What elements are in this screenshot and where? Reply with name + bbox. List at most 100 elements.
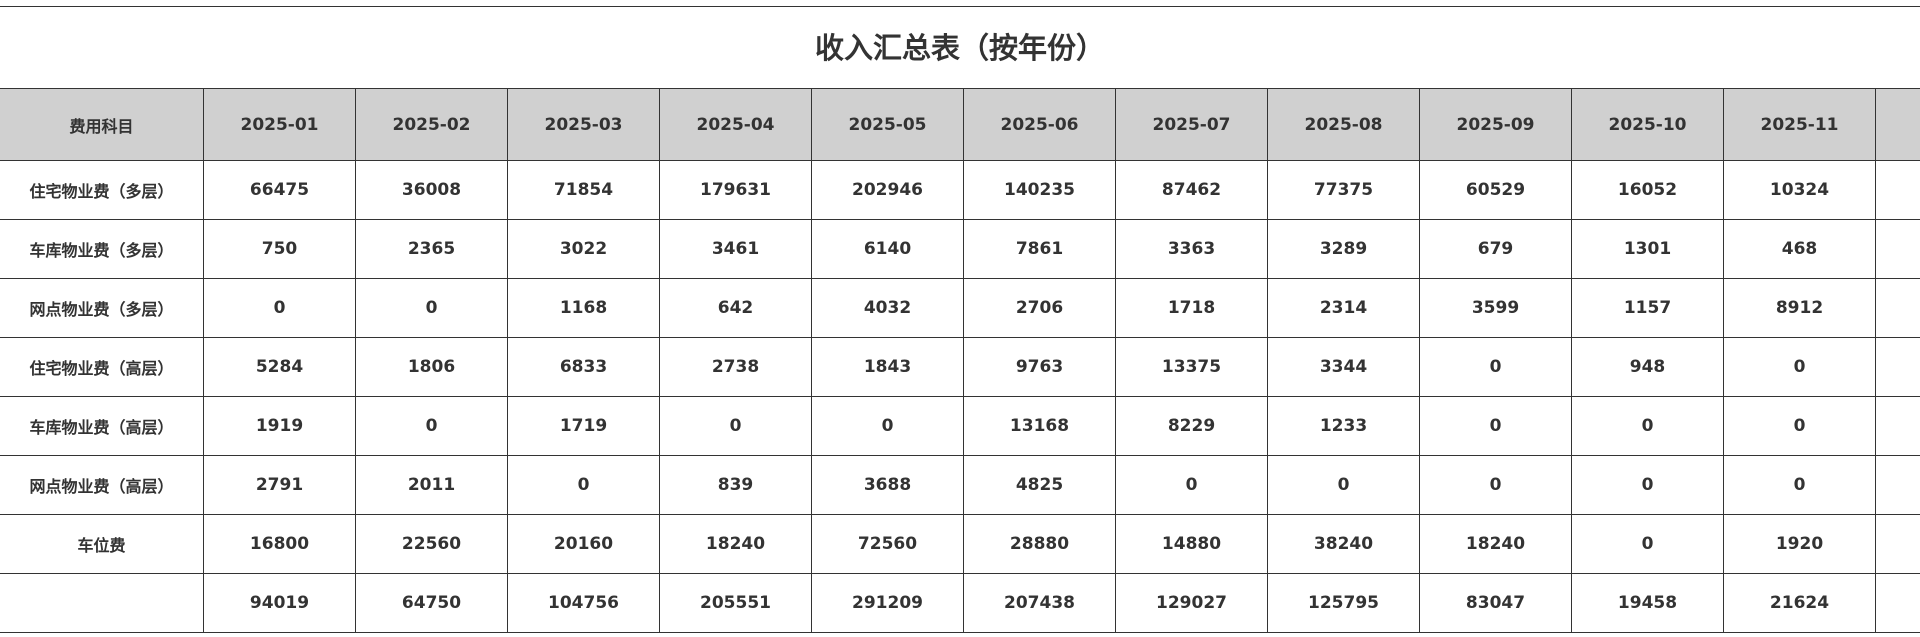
value-cell: 71854 xyxy=(507,160,660,220)
value-cell: 1168 xyxy=(507,278,660,338)
value-cell: 3289 xyxy=(1267,219,1420,279)
total-cell: 291209 xyxy=(811,573,964,633)
value-cell: 0 xyxy=(1723,396,1876,456)
table-row: 车库物业费（多层） 750 2365 3022 3461 6140 7861 3363 3289… xyxy=(0,219,1920,279)
table-row: 住宅物业费（多层） 66475 36008 71854 179631 202946 1402… xyxy=(0,160,1920,220)
header-cell: 2025-07 xyxy=(1115,88,1268,161)
header-cell: 2025-05 xyxy=(811,88,964,161)
value-cell: 3688 xyxy=(811,455,964,515)
value-cell: 8229 xyxy=(1115,396,1268,456)
value-cell: 0 xyxy=(1419,396,1572,456)
value-cell: 0 xyxy=(507,455,660,515)
value-cell: 6833 xyxy=(507,337,660,397)
value-cell xyxy=(1875,219,1920,279)
value-cell xyxy=(1875,514,1920,574)
value-cell: 679 xyxy=(1419,219,1572,279)
value-cell: 4032 xyxy=(811,278,964,338)
header-cell: 2025-01 xyxy=(203,88,356,161)
value-cell: 1806 xyxy=(355,337,508,397)
value-cell: 0 xyxy=(659,396,812,456)
value-cell: 0 xyxy=(1419,455,1572,515)
value-cell: 38240 xyxy=(1267,514,1420,574)
value-cell: 1157 xyxy=(1571,278,1724,338)
value-cell: 87462 xyxy=(1115,160,1268,220)
total-cell: 205551 xyxy=(659,573,812,633)
value-cell: 0 xyxy=(811,396,964,456)
total-cell xyxy=(1875,573,1920,633)
value-cell: 9763 xyxy=(963,337,1116,397)
value-cell: 10324 xyxy=(1723,160,1876,220)
value-cell: 2011 xyxy=(355,455,508,515)
row-label: 住宅物业费（多层） xyxy=(0,160,204,220)
value-cell: 16052 xyxy=(1571,160,1724,220)
value-cell: 77375 xyxy=(1267,160,1420,220)
value-cell: 2791 xyxy=(203,455,356,515)
value-cell: 18240 xyxy=(659,514,812,574)
header-cell: 2025-09 xyxy=(1419,88,1572,161)
row-label: 网点物业费（高层） xyxy=(0,455,204,515)
total-row: 94019 64750 104756 205551 291209 207438 129027… xyxy=(0,573,1920,633)
value-cell: 179631 xyxy=(659,160,812,220)
value-cell: 0 xyxy=(203,278,356,338)
header-cell: 2025-02 xyxy=(355,88,508,161)
table-row: 车库物业费（高层） 1919 0 1719 0 0 13168 8229 1233 0 0 0 xyxy=(0,396,1920,456)
value-cell: 3363 xyxy=(1115,219,1268,279)
header-cell: 2025-03 xyxy=(507,88,660,161)
value-cell: 0 xyxy=(1571,396,1724,456)
value-cell: 1718 xyxy=(1115,278,1268,338)
value-cell: 0 xyxy=(355,278,508,338)
total-cell: 129027 xyxy=(1115,573,1268,633)
value-cell xyxy=(1875,278,1920,338)
header-cell: 2025-08 xyxy=(1267,88,1420,161)
value-cell: 750 xyxy=(203,219,356,279)
value-cell: 2738 xyxy=(659,337,812,397)
table-title: 收入汇总表（按年份） xyxy=(0,6,1920,88)
header-cell: 2025-04 xyxy=(659,88,812,161)
value-cell: 18240 xyxy=(1419,514,1572,574)
total-cell: 104756 xyxy=(507,573,660,633)
value-cell: 13375 xyxy=(1115,337,1268,397)
row-label xyxy=(0,573,204,633)
value-cell: 3022 xyxy=(507,219,660,279)
value-cell: 2706 xyxy=(963,278,1116,338)
total-cell: 83047 xyxy=(1419,573,1572,633)
value-cell: 60529 xyxy=(1419,160,1572,220)
value-cell: 642 xyxy=(659,278,812,338)
value-cell: 8912 xyxy=(1723,278,1876,338)
total-cell: 125795 xyxy=(1267,573,1420,633)
value-cell xyxy=(1875,455,1920,515)
header-cell: 2025-06 xyxy=(963,88,1116,161)
value-cell: 0 xyxy=(355,396,508,456)
table-row: 住宅物业费（高层） 5284 1806 6833 2738 1843 9763 13375 33… xyxy=(0,337,1920,397)
total-cell: 21624 xyxy=(1723,573,1876,633)
value-cell: 0 xyxy=(1419,337,1572,397)
value-cell: 22560 xyxy=(355,514,508,574)
value-cell: 1719 xyxy=(507,396,660,456)
value-cell: 28880 xyxy=(963,514,1116,574)
value-cell xyxy=(1875,337,1920,397)
value-cell: 14880 xyxy=(1115,514,1268,574)
value-cell: 0 xyxy=(1115,455,1268,515)
value-cell xyxy=(1875,160,1920,220)
value-cell: 468 xyxy=(1723,219,1876,279)
value-cell: 839 xyxy=(659,455,812,515)
value-cell: 948 xyxy=(1571,337,1724,397)
value-cell: 2314 xyxy=(1267,278,1420,338)
total-cell: 19458 xyxy=(1571,573,1724,633)
value-cell: 7861 xyxy=(963,219,1116,279)
value-cell: 202946 xyxy=(811,160,964,220)
value-cell: 72560 xyxy=(811,514,964,574)
value-cell: 0 xyxy=(1571,514,1724,574)
row-label: 网点物业费（多层） xyxy=(0,278,204,338)
value-cell: 0 xyxy=(1571,455,1724,515)
header-cell: 2025-11 xyxy=(1723,88,1876,161)
value-cell: 3344 xyxy=(1267,337,1420,397)
value-cell: 1843 xyxy=(811,337,964,397)
header-cell: 费用科目 xyxy=(0,88,204,161)
value-cell: 0 xyxy=(1267,455,1420,515)
table-row: 网点物业费（高层） 2791 2011 0 839 3688 4825 0 0 0 0 0 xyxy=(0,455,1920,515)
value-cell: 4825 xyxy=(963,455,1116,515)
value-cell: 1301 xyxy=(1571,219,1724,279)
value-cell: 1233 xyxy=(1267,396,1420,456)
